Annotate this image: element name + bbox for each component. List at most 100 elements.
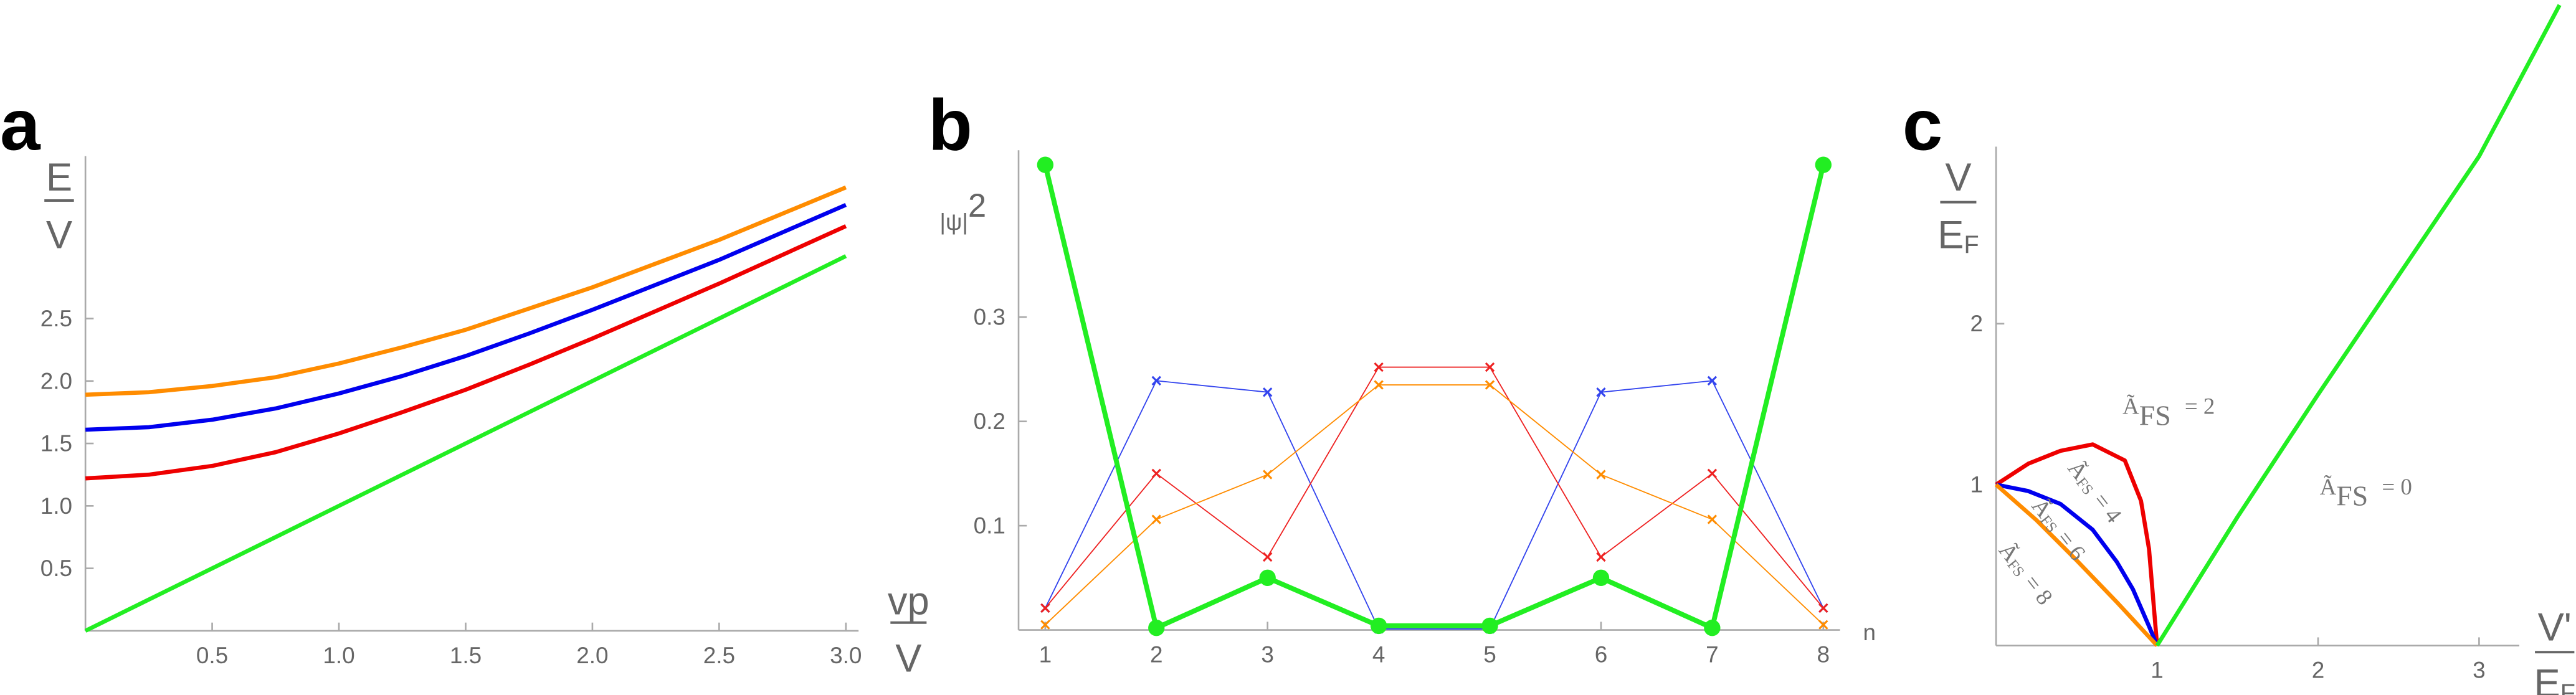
y-tick-label: 0.3 [974,305,1005,330]
y-tick-label: 1 [1970,472,1983,498]
y-tick-label: 0.1 [974,513,1005,539]
axis-label-numerator: V' [2538,606,2572,650]
point-stroke [1040,620,1050,630]
series-line [1995,482,2159,646]
denominator-text: E [1937,213,1964,257]
x-tick-label: 7 [1706,642,1719,668]
y-axis-label-power: 2 [968,187,986,224]
point-stroke [1818,603,1828,613]
y-axis-label-text: |ψ| [939,209,967,235]
point [1262,552,1273,562]
point-stroke [1596,552,1606,562]
series-line [85,185,847,397]
y-tick-label: 1.5 [40,431,72,456]
annotation: ÃFS = 0 [2320,473,2412,511]
point [1707,514,1718,524]
point-stroke [1151,514,1161,524]
point-stroke [1262,387,1273,397]
point [1374,362,1384,372]
series-line [84,254,847,633]
point-stroke [1485,380,1495,390]
annotation-rest: = 8 [2020,570,2058,609]
x-tick-label: 2 [2312,658,2325,683]
point-stroke [1040,603,1050,613]
annotation: ÃFS= 4 [2063,455,2127,527]
series-line [2155,4,2562,647]
point [1704,620,1721,636]
point [1037,156,1054,173]
axis-label-numerator: vp [888,579,929,623]
x-tick-label: 3 [2473,658,2486,683]
x-tick-label: 1.5 [450,643,482,668]
x-tick-label: 5 [1483,642,1496,668]
point [1596,387,1606,397]
annotation-rest: = 4 [2088,488,2127,527]
x-tick-label: 3 [1261,642,1274,668]
point [1262,387,1273,397]
point-stroke [1262,470,1273,480]
panel-label: c [1903,85,1943,166]
x-tick-label: 2 [1150,642,1163,668]
point [1815,156,1832,173]
y-axis-label: |ψ|2 [939,187,986,234]
denominator-text: V [895,637,921,681]
annotation-rest: = 0 [2382,473,2412,499]
y-tick-label: 2 [1970,311,1983,336]
point [1596,552,1606,562]
annotation-subscript: FS [2139,399,2171,431]
point [1040,603,1050,613]
point-stroke [1596,387,1606,397]
series-line [1045,384,1824,625]
panel-label: a [0,85,41,166]
y-tick-label: 0.2 [974,409,1005,434]
series-line [1042,164,1826,631]
x-tick-label: 4 [1372,642,1385,668]
annotation-rest: = 2 [2185,393,2215,418]
point [1485,362,1495,372]
x-tick-label: 1 [1039,642,1052,668]
x-axis-label: n [1863,620,1876,645]
point-stroke [1374,362,1384,372]
panel-label: b [928,85,972,166]
x-tick-label: 1.0 [323,643,354,668]
point [1370,617,1387,635]
point [1148,620,1165,636]
x-tick-label: 2.0 [576,643,608,668]
point-stroke [1707,514,1718,524]
point [1259,569,1276,587]
point-stroke [1707,468,1718,479]
point [1818,620,1828,630]
axis-label-numerator: V [1945,156,1971,199]
x-tick-label: 3.0 [830,643,862,668]
x-tick-label: 8 [1817,642,1830,668]
y-tick-label: 2.5 [40,306,72,331]
point-stroke [1818,620,1828,630]
series-line [1045,366,1824,609]
point [1151,376,1161,386]
x-tick-label: 2.5 [703,643,735,668]
point-stroke [1596,470,1606,480]
panel: b1 2 3 4 5 6 7 80.10.20.3|ψ|2n [928,85,1876,668]
axis-label-denominator: EF [2534,661,2575,695]
annotation: ÃFS= 8 [1994,537,2058,610]
annotation: ÃFS = 2 [2122,393,2215,431]
x-tick-label: 6 [1595,642,1608,668]
series-line [1995,442,2159,646]
axis-label-denominator: V [895,637,921,681]
point [1596,470,1606,480]
series-line [1994,483,2159,647]
point [1485,380,1495,390]
y-tick-label: 0.5 [40,556,72,581]
annotation-symbol: Ã [2320,473,2337,499]
point-stroke [1485,362,1495,372]
series-line [1045,380,1824,630]
x-tick-label: 0.5 [196,643,228,668]
point-stroke [1707,376,1718,386]
annotation-symbol: Ã [2122,393,2139,418]
point [1707,376,1718,386]
point [1262,470,1273,480]
point-stroke [1374,380,1384,390]
